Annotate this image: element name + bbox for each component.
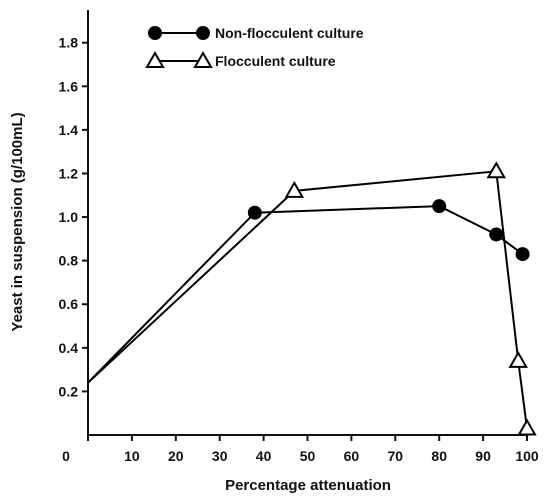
- legend-entry: Flocculent culture: [145, 50, 336, 69]
- y-tick-label: 0.6: [59, 296, 79, 312]
- y-axis-ticks: 0.2 0.4 0.6 0.8 1.0 1.2 1.4 1.6 1.8: [59, 35, 88, 399]
- y-tick-label: 0.8: [59, 253, 79, 269]
- x-tick-label: 50: [300, 448, 316, 464]
- series-layer: [87, 161, 537, 436]
- series-2: [87, 161, 537, 436]
- x-tick-label: 70: [388, 448, 404, 464]
- data-point: [247, 205, 262, 220]
- y-tick-label: 1.0: [59, 209, 79, 225]
- series-line: [87, 205, 524, 384]
- x-axis-ticks: 0 10 20 30 40 50 60 70 80 90 100: [62, 435, 539, 464]
- x-tick-label: 100: [515, 448, 539, 464]
- legend-label: Non-flocculent culture: [215, 25, 364, 41]
- x-tick-label: 20: [168, 448, 184, 464]
- legend-marker: [196, 26, 210, 40]
- data-point: [489, 227, 504, 242]
- x-tick-label: 40: [256, 448, 272, 464]
- data-point: [517, 418, 537, 436]
- x-tick-label: 0: [62, 448, 70, 464]
- y-axis-label: Yeast in suspension (g/100mL): [9, 112, 26, 331]
- legend-marker: [193, 50, 213, 68]
- legend-marker: [145, 50, 165, 68]
- x-tick-label: 10: [124, 448, 140, 464]
- x-axis-label: Percentage attenuation: [225, 477, 391, 494]
- x-tick-label: 30: [212, 448, 228, 464]
- y-tick-label: 1.4: [59, 122, 79, 138]
- axes: [87, 10, 527, 436]
- y-tick-label: 0.2: [59, 383, 79, 399]
- legend-entry: Non-flocculent culture: [148, 25, 364, 41]
- data-point: [284, 180, 305, 198]
- x-tick-label: 90: [475, 448, 491, 464]
- legend-label: Flocculent culture: [215, 53, 336, 69]
- y-tick-label: 0.4: [59, 340, 79, 356]
- x-tick-label: 80: [431, 448, 447, 464]
- data-point: [515, 247, 530, 262]
- legend: Non-flocculent culture Flocculent culture: [145, 25, 364, 69]
- data-point: [432, 199, 447, 214]
- series-1: [87, 199, 530, 384]
- y-tick-label: 1.2: [59, 165, 79, 181]
- x-tick-label: 60: [344, 448, 360, 464]
- y-tick-label: 1.8: [59, 35, 79, 51]
- data-point: [486, 161, 506, 179]
- data-point: [508, 350, 528, 368]
- y-tick-label: 1.6: [59, 78, 79, 94]
- legend-marker: [148, 26, 162, 40]
